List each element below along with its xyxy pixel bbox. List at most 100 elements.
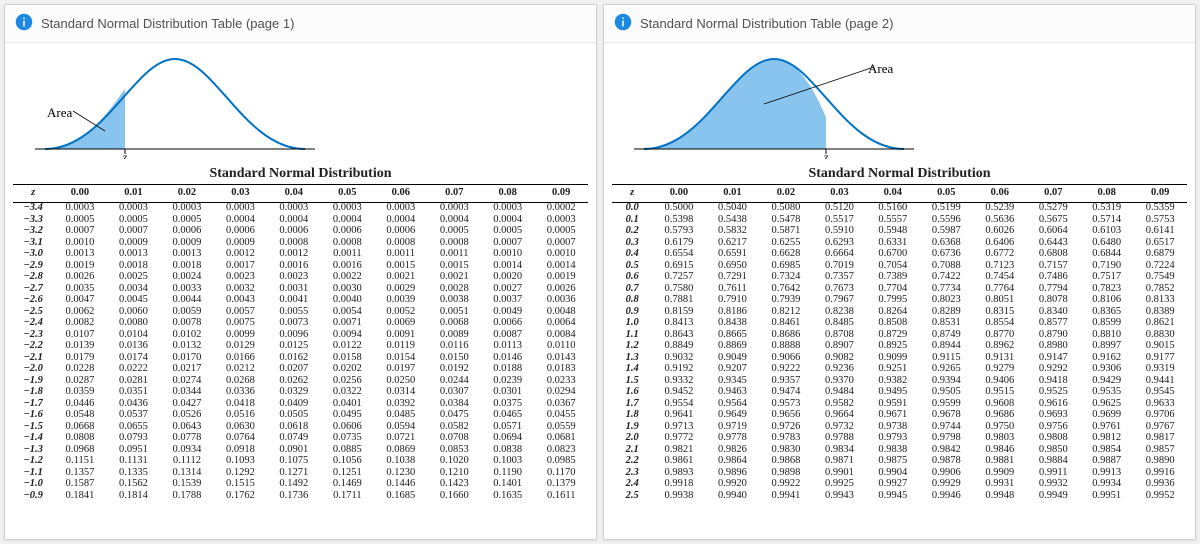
prob-value: 0.0008 (374, 237, 427, 249)
prob-value: 0.6517 (1133, 237, 1187, 249)
z-value: 2.2 (612, 456, 652, 468)
prob-value: 0.8186 (706, 306, 759, 318)
prob-value: 0.1492 (267, 479, 320, 491)
table-row: −2.90.00190.00180.00180.00170.00160.0016… (13, 260, 588, 272)
pages-container: Standard Normal Distribution Table (page… (0, 0, 1200, 544)
z-value: 0.5 (612, 260, 652, 272)
prob-value: 0.0012 (267, 249, 320, 261)
prob-value: 0.9909 (973, 467, 1026, 479)
prob-value: 0.0009 (214, 237, 267, 249)
prob-value: 0.1515 (214, 479, 267, 491)
prob-value: 0.1020 (428, 456, 481, 468)
col-header: 0.04 (866, 185, 919, 203)
z-value: 1.2 (612, 341, 652, 353)
prob-value: 0.9441 (1133, 375, 1187, 387)
prob-value: 0.7486 (1027, 272, 1080, 284)
prob-value: 0.9573 (759, 398, 812, 410)
prob-value: 0.1635 (481, 490, 534, 502)
col-header: 0.00 (652, 185, 705, 203)
prob-value: 0.0901 (267, 444, 320, 456)
prob-value: 0.0166 (214, 352, 267, 364)
prob-value: 0.7389 (866, 272, 919, 284)
prob-value: 0.0060 (107, 306, 160, 318)
prob-value: 0.8621 (1133, 318, 1187, 330)
prob-value: 0.0505 (267, 410, 320, 422)
prob-value: 0.9788 (813, 433, 866, 445)
prob-value: 0.9945 (866, 490, 919, 502)
table-row: 1.30.90320.90490.90660.90820.90990.91150… (612, 352, 1187, 364)
prob-value: 0.0721 (374, 433, 427, 445)
prob-value: 0.6808 (1027, 249, 1080, 261)
prob-value: 0.0059 (160, 306, 213, 318)
table-row: −3.20.00070.00070.00060.00060.00060.0006… (13, 226, 588, 238)
prob-value: 0.0048 (534, 306, 588, 318)
prob-value: 0.1814 (107, 490, 160, 502)
prob-value: 0.0212 (214, 364, 267, 376)
prob-value: 0.0011 (321, 249, 374, 261)
prob-value: 0.0110 (534, 341, 588, 353)
prob-value: 0.8962 (973, 341, 1026, 353)
prob-value: 0.5120 (813, 202, 866, 214)
prob-value: 0.6772 (973, 249, 1026, 261)
prob-value: 0.0008 (428, 237, 481, 249)
prob-value: 0.1660 (428, 490, 481, 502)
prob-value: 0.9916 (1133, 467, 1187, 479)
prob-value: 0.8944 (920, 341, 973, 353)
prob-value: 0.0301 (481, 387, 534, 399)
prob-value: 0.0027 (481, 283, 534, 295)
prob-value: 0.0150 (428, 352, 481, 364)
prob-value: 0.0749 (267, 433, 320, 445)
prob-value: 0.9896 (706, 467, 759, 479)
prob-value: 0.9940 (706, 490, 759, 502)
prob-value: 0.9834 (813, 444, 866, 456)
prob-value: 0.7881 (652, 295, 705, 307)
table-row: −2.20.01390.01360.01320.01290.01250.0122… (13, 341, 588, 353)
z-value: −1.5 (13, 421, 53, 433)
prob-value: 0.0207 (267, 364, 320, 376)
prob-value: 0.6554 (652, 249, 705, 261)
prob-value: 0.1446 (374, 479, 427, 491)
prob-value: 0.7324 (759, 272, 812, 284)
table-row: 1.10.86430.86650.86860.87080.87290.87490… (612, 329, 1187, 341)
z-value: −3.2 (13, 226, 53, 238)
prob-value: 0.6179 (652, 237, 705, 249)
prob-value: 0.0006 (267, 226, 320, 238)
prob-value: 0.0548 (53, 410, 106, 422)
prob-value: 0.0007 (107, 226, 160, 238)
prob-value: 0.9625 (1080, 398, 1133, 410)
prob-value: 0.9279 (973, 364, 1026, 376)
prob-value: 0.9525 (1027, 387, 1080, 399)
prob-value: 0.5910 (813, 226, 866, 238)
prob-value: 0.0013 (107, 249, 160, 261)
table-row: −1.10.13570.13350.13140.12920.12710.1251… (13, 467, 588, 479)
col-header: 0.03 (214, 185, 267, 203)
prob-value: 0.0217 (160, 364, 213, 376)
col-header: 0.01 (706, 185, 759, 203)
prob-value: 0.0934 (160, 444, 213, 456)
z-value: 0.9 (612, 306, 652, 318)
prob-value: 0.9599 (920, 398, 973, 410)
prob-value: 0.9429 (1080, 375, 1133, 387)
prob-value: 0.0041 (267, 295, 320, 307)
prob-value: 0.1736 (267, 490, 320, 502)
prob-value: 0.5517 (813, 214, 866, 226)
prob-value: 0.7823 (1080, 283, 1133, 295)
prob-value: 0.0384 (428, 398, 481, 410)
prob-value: 0.9738 (866, 421, 919, 433)
prob-value: 0.5279 (1027, 202, 1080, 214)
prob-value: 0.0013 (53, 249, 106, 261)
prob-value: 0.0099 (214, 329, 267, 341)
prob-value: 0.0582 (428, 421, 481, 433)
prob-value: 0.9699 (1080, 410, 1133, 422)
prob-value: 0.9591 (866, 398, 919, 410)
prob-value: 0.9925 (813, 479, 866, 491)
prob-value: 0.0009 (160, 237, 213, 249)
prob-value: 0.9222 (759, 364, 812, 376)
prob-value: 0.9732 (813, 421, 866, 433)
table-row: −1.00.15870.15620.15390.15150.14920.1469… (13, 479, 588, 491)
z-value: 1.9 (612, 421, 652, 433)
page-1-table-caption: Standard Normal Distribution (13, 166, 588, 182)
prob-value: 0.9756 (1027, 421, 1080, 433)
prob-value: 0.6141 (1133, 226, 1187, 238)
prob-value: 0.0015 (428, 260, 481, 272)
